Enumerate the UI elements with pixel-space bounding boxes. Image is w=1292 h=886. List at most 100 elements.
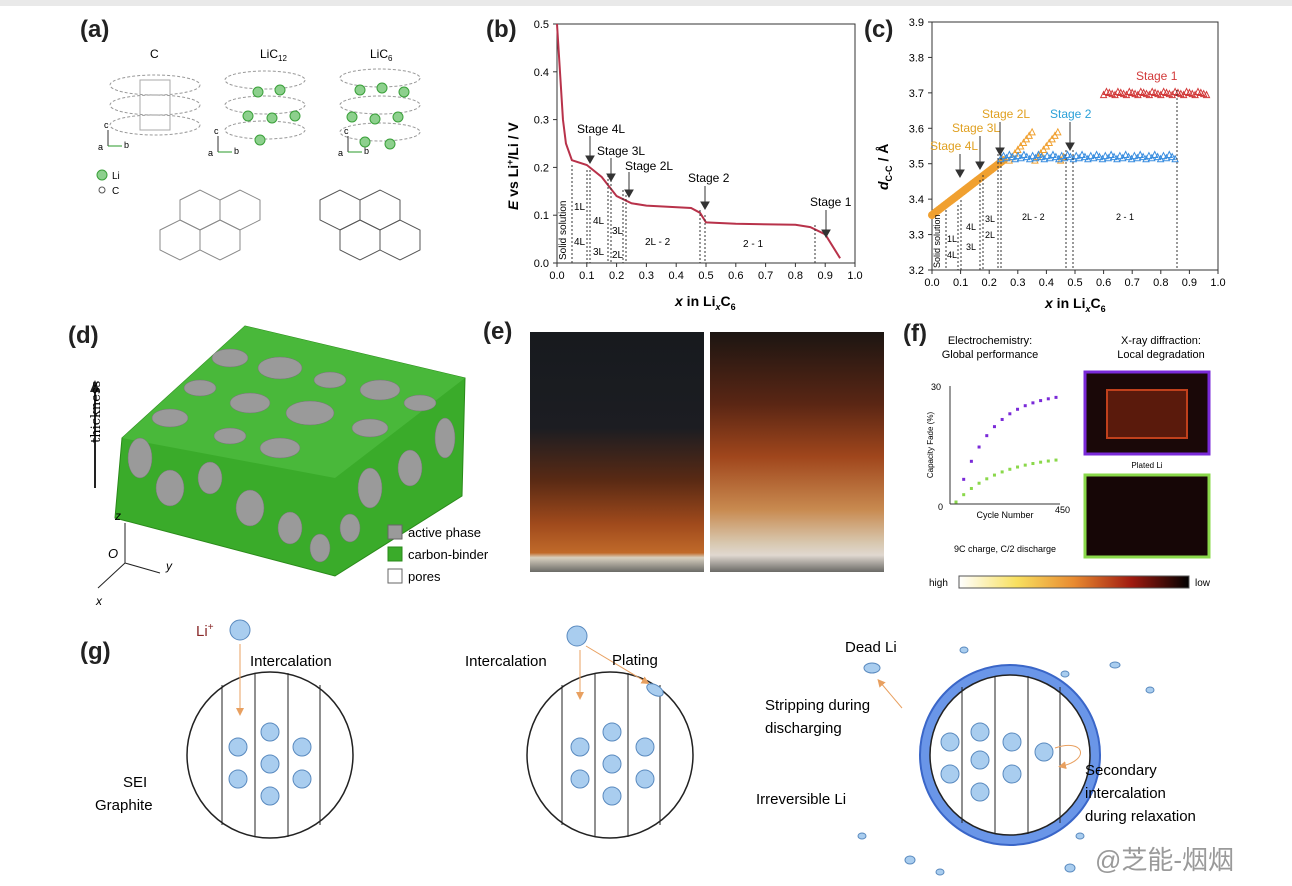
fade-purple-point <box>1039 399 1043 403</box>
spacing-x-tick-label: 0.5 <box>1067 277 1082 289</box>
spacing-orange-triangle <box>1054 127 1062 136</box>
spacing-blue-point <box>1121 150 1130 159</box>
spacing-region-labels: Solid solution 1L 4L 4L 3L 3L 2L 2L - 2 … <box>932 212 1134 268</box>
voltage-y-label: E vs Li+/Li / V <box>505 122 521 210</box>
ann-stage2l: Stage 2L <box>625 159 673 173</box>
spacing-y-tick-label: 3.7 <box>909 88 924 100</box>
ann-stage3l: Stage 3L <box>597 144 645 158</box>
spacing-x-tick-label: 0.2 <box>982 277 997 289</box>
honeycomb-lattice-left <box>159 189 261 261</box>
svg-text:Local degradation: Local degradation <box>1117 349 1204 361</box>
svg-text:active phase: active phase <box>408 525 481 540</box>
spacing-blue-point <box>1165 150 1174 159</box>
irreversible-li-label: Irreversible Li <box>756 791 846 808</box>
svg-text:Electrochemistry:: Electrochemistry: <box>948 335 1032 347</box>
svg-text:c: c <box>104 120 109 130</box>
spacing-blue-point <box>1145 151 1153 160</box>
spacing-y-tick-label: 3.8 <box>909 52 924 64</box>
sei-label: SEI <box>123 774 147 791</box>
spacing-blue-series <box>996 150 1179 163</box>
fade-green-point <box>962 493 966 497</box>
panel-c-label: (c) <box>864 16 894 43</box>
structure-lic6 <box>339 68 421 150</box>
svg-text:3L: 3L <box>593 247 605 258</box>
voltage-x-ticks: 0.0 0.1 0.2 0.3 0.4 0.5 0.6 0.7 0.8 0.9 1.0 <box>549 263 863 282</box>
fade-green-point <box>985 477 989 481</box>
voltage-region-labels: Solid solution 1L 4L 4L 3L 3L 2L 2L - 2 … <box>558 201 763 261</box>
graphite-label: Graphite <box>95 797 153 814</box>
spacing-blue-point <box>1028 151 1037 160</box>
spacing-blue-point <box>1020 150 1028 159</box>
svg-text:3L: 3L <box>612 226 624 237</box>
spacing-blue-point <box>1130 151 1139 160</box>
spacing-x-tick-label: 0.3 <box>1010 277 1025 289</box>
spacing-chart: 3.2 3.3 3.4 3.5 3.6 3.7 3.8 3.9 0.0 0.1 0.2 0.3 0.4… <box>875 17 1226 314</box>
spacing-region-dividers <box>945 90 1178 270</box>
voltage-x-tick-label: 0.1 <box>579 270 594 282</box>
spacing-blue-point <box>1150 150 1159 159</box>
fade-green-point <box>969 486 973 490</box>
stripping-label-2: discharging <box>765 720 842 737</box>
spacing-blue-point <box>1116 151 1124 160</box>
fade-green-point <box>1046 459 1050 463</box>
voltage-y-tick-label: 0.3 <box>534 115 549 127</box>
voltage-x-tick-label: 0.7 <box>758 270 773 282</box>
svg-text:Stage 1: Stage 1 <box>1136 69 1178 83</box>
svg-text:450: 450 <box>1055 505 1070 515</box>
spacing-blue-point <box>1136 150 1145 159</box>
svg-text:Plated Li: Plated Li <box>1131 461 1162 470</box>
voltage-chart: 0.0 0.1 0.2 0.3 0.4 0.5 0.0 0.1 0.2 0.3 0.4 0.5 0.6… <box>505 19 863 312</box>
stripping-label-1: Stripping during <box>765 697 870 714</box>
fade-purple-point <box>1054 395 1058 399</box>
svg-text:4L: 4L <box>574 237 586 248</box>
spacing-blue-point <box>1153 152 1162 161</box>
voltage-x-tick-label: 0.3 <box>639 270 654 282</box>
svg-text:c: c <box>214 126 219 136</box>
voltage-y-tick-label: 0.4 <box>534 67 549 79</box>
svg-text:Li: Li <box>112 171 120 182</box>
spacing-x-tick-label: 1.0 <box>1210 277 1225 289</box>
fade-purple-point <box>1046 397 1050 401</box>
graphite-particle-right <box>857 646 1155 876</box>
top-border <box>0 0 1292 6</box>
fade-purple-point <box>969 459 973 463</box>
svg-text:4L: 4L <box>593 216 605 227</box>
crystal-structures: C LiC12 LiC6 <box>96 47 421 261</box>
spacing-y-tick-label: 3.4 <box>909 194 924 206</box>
svg-text:C: C <box>112 186 119 197</box>
spacing-red-point <box>1202 90 1211 99</box>
watermark: @芝能-烟烟 <box>1095 845 1235 875</box>
spacing-blue-point <box>1057 151 1066 160</box>
spacing-blue-point <box>1034 150 1043 159</box>
mechanism-schematic: Li+ Intercalation SEI Graphite Intercala… <box>95 619 1196 876</box>
spacing-blue-point <box>1159 151 1168 160</box>
svg-text:carbon-binder: carbon-binder <box>408 547 489 562</box>
svg-text:Cycle Number: Cycle Number <box>976 510 1033 520</box>
spacing-orange-triangle <box>1028 127 1036 136</box>
coordinate-axes <box>97 523 161 589</box>
svg-text:b: b <box>234 146 239 156</box>
ann-stage4l: Stage 4L <box>577 122 625 136</box>
axis-x: x <box>95 594 103 608</box>
ann-stage1: Stage 1 <box>810 195 852 209</box>
structure-lic12 <box>224 70 306 146</box>
spacing-red-series <box>1099 87 1211 99</box>
voltage-y-tick-label: 0.5 <box>534 19 549 31</box>
spacing-orange-triangle <box>1048 134 1056 143</box>
spacing-x-tick-label: 0.8 <box>1153 277 1168 289</box>
spacing-blue-point <box>1072 151 1081 160</box>
voltage-curve <box>556 23 841 259</box>
microstructure-legend: active phase carbon-binder pores <box>387 524 489 584</box>
axis-z: z <box>114 509 121 523</box>
svg-text:b: b <box>124 140 129 150</box>
fade-purple-point <box>1023 404 1027 408</box>
fade-purple-point <box>962 477 966 481</box>
thickness-label: thickness <box>89 381 104 443</box>
spacing-blue-point <box>1101 151 1110 160</box>
svg-text:Stage 4L: Stage 4L <box>930 139 978 153</box>
voltage-x-tick-label: 0.2 <box>609 270 624 282</box>
spacing-annotations: Stage 4L Stage 3L Stage 2L Stage 2 Stage… <box>930 69 1178 153</box>
spacing-orange-triangle <box>1013 145 1022 154</box>
spacing-orange-triangle <box>1005 156 1014 164</box>
svg-text:2L - 2: 2L - 2 <box>1022 212 1045 222</box>
